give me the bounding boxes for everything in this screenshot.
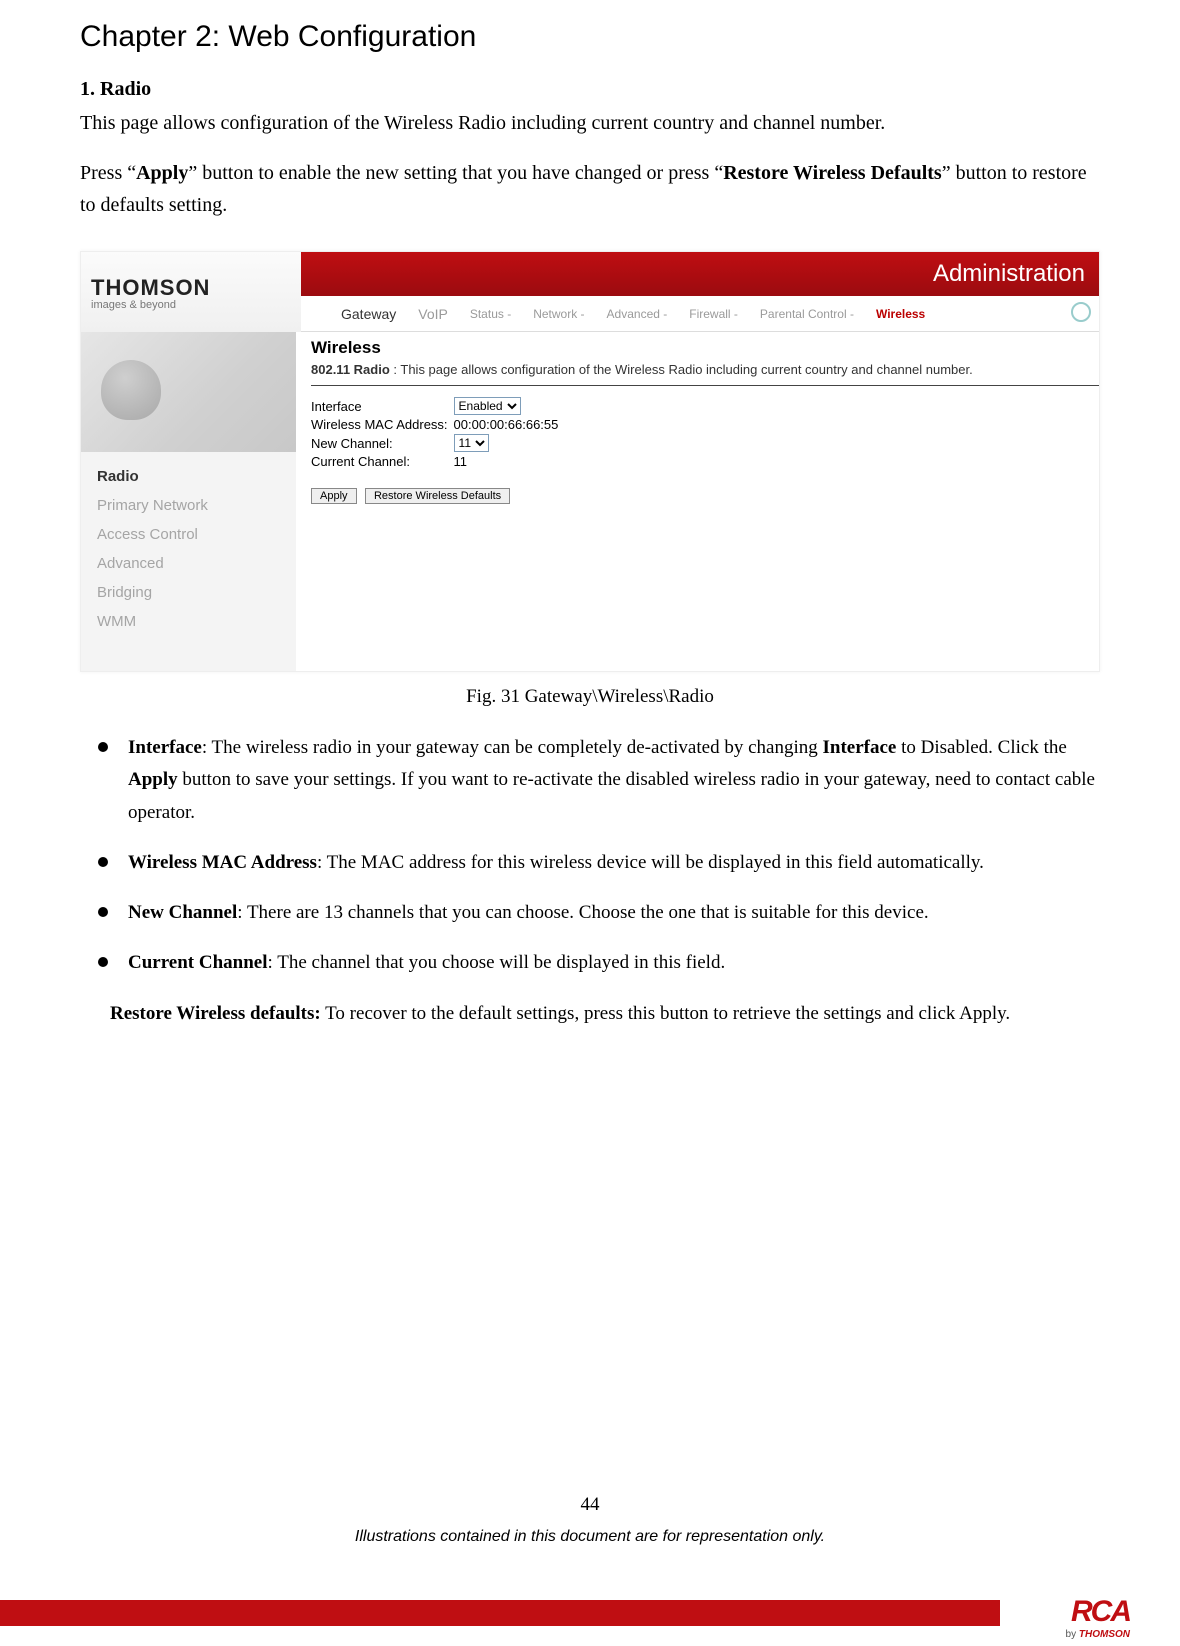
sidebar-item-access-control[interactable]: Access Control [97,520,296,549]
bullet-mac: Wireless MAC Address: The MAC address fo… [90,847,1100,879]
nav-advanced[interactable]: Advanced - [607,307,668,321]
restore-defaults-button[interactable]: Restore Wireless Defaults [365,488,510,504]
text: : There are 13 channels that you can cho… [237,902,928,923]
interface-select[interactable]: Enabled [454,397,521,415]
text: To recover to the default settings, pres… [321,1003,1010,1024]
sidebar-item-advanced[interactable]: Advanced [97,549,296,578]
mac-label: Wireless MAC Address: [311,416,454,433]
footer-red-band [0,1600,1000,1626]
restore-paragraph: Restore Wireless defaults: To recover to… [110,998,1100,1030]
nav-gateway[interactable]: Gateway [341,306,396,322]
bullet-label: New Channel [128,902,237,923]
sidebar-item-primary-network[interactable]: Primary Network [97,491,296,520]
bullet-newchannel: New Channel: There are 13 channels that … [90,897,1100,929]
nav-parental[interactable]: Parental Control - [760,307,854,321]
section-title: 1. Radio [80,78,1100,101]
divider [311,385,1099,386]
bullet-label: Current Channel [128,952,268,973]
sub802-label: 802.11 Radio [311,362,390,377]
nav-network[interactable]: Network - [533,307,584,321]
footer-logo: RCA by THOMSON [1066,1595,1130,1640]
bullet-interface: Interface: The wireless radio in your ga… [90,732,1100,829]
currentchannel-label: Current Channel: [311,453,454,470]
logo-line2: images & beyond [91,299,296,311]
radio-desc-line: 802.11 Radio : This page allows configur… [311,362,1099,377]
sub802-sep: : [390,362,401,377]
by-thomson: by THOMSON [1066,1629,1130,1640]
interface-label: Interface [311,396,454,416]
main-heading: Wireless [311,338,1099,358]
sidebar-photo [81,332,296,452]
bold-interface: Interface [822,737,896,758]
reload-icon[interactable] [1071,302,1091,322]
nav-voip[interactable]: VoIP [418,306,448,322]
currentchannel-value: 11 [454,453,565,470]
by-text: by [1066,1629,1079,1640]
newchannel-select[interactable]: 11 [454,434,489,452]
nav-wireless[interactable]: Wireless [876,307,925,321]
sidebar-item-wmm[interactable]: WMM [97,607,296,636]
bullet-list: Interface: The wireless radio in your ga… [90,732,1100,980]
screenshot-header: THOMSON images & beyond Administration G… [81,252,1099,332]
screenshot: THOMSON images & beyond Administration G… [80,251,1100,672]
figure-caption: Fig. 31 Gateway\Wireless\Radio [80,686,1100,708]
text: button to save your settings. If you wan… [128,769,1095,822]
press-paragraph: Press “Apply” button to enable the new s… [80,157,1100,221]
top-nav: Gateway VoIP Status - Network - Advanced… [301,296,1099,332]
restore-bold: Restore Wireless Defaults [723,162,942,184]
apply-button[interactable]: Apply [311,488,357,504]
bullet-currentchannel: Current Channel: The channel that you ch… [90,947,1100,979]
text: ” button to enable the new setting that … [188,162,723,184]
logo-line1: THOMSON [91,275,296,301]
admin-banner: Administration [301,252,1099,296]
text: : The channel that you choose will be di… [268,952,726,973]
thomson-logo: THOMSON images & beyond [91,258,296,328]
text: : The MAC address for this wireless devi… [317,852,984,873]
text: Press “ [80,162,136,184]
button-row: Apply Restore Wireless Defaults [311,486,1099,504]
sidebar-item-radio[interactable]: Radio [97,462,296,491]
mac-value: 00:00:00:66:66:55 [454,416,565,433]
nav-firewall[interactable]: Firewall - [689,307,738,321]
intro-paragraph: This page allows configuration of the Wi… [80,107,1100,139]
sidebar: Radio Primary Network Access Control Adv… [81,332,296,671]
form-table: Interface Enabled Wireless MAC Address: … [311,396,564,470]
footer: RCA by THOMSON [0,1558,1180,1646]
sub802-desc: This page allows configuration of the Wi… [400,362,972,377]
chapter-title: Chapter 2: Web Configuration [80,20,1100,54]
thomson-text: THOMSON [1079,1629,1130,1640]
main-panel: Wireless 802.11 Radio : This page allows… [311,338,1099,671]
restore-label: Restore Wireless defaults: [110,1003,321,1024]
rca-logo: RCA [1066,1595,1130,1629]
newchannel-label: New Channel: [311,433,454,453]
nav-status[interactable]: Status - [470,307,511,321]
bullet-label: Interface [128,737,202,758]
apply-bold: Apply [136,162,188,184]
bold-apply: Apply [128,769,178,790]
text: to Disabled. Click the [896,737,1066,758]
sidebar-item-bridging[interactable]: Bridging [97,578,296,607]
page-number: 44 [0,1494,1180,1516]
bullet-label: Wireless MAC Address [128,852,317,873]
disclaimer: Illustrations contained in this document… [0,1528,1180,1546]
text: : The wireless radio in your gateway can… [202,737,823,758]
